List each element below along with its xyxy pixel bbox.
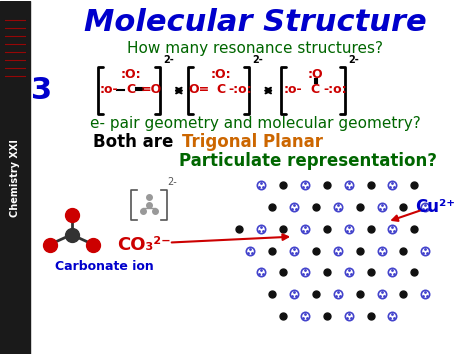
Text: Trigonal Planar: Trigonal Planar xyxy=(182,133,323,151)
Text: :O:: :O: xyxy=(210,68,231,81)
Text: C: C xyxy=(127,83,136,96)
Text: Particulate representation?: Particulate representation? xyxy=(179,152,437,170)
Text: :o-: :o- xyxy=(284,83,302,96)
Text: =O: =O xyxy=(140,83,162,96)
Text: :O:: :O: xyxy=(121,68,141,81)
Text: 2-: 2- xyxy=(167,177,177,187)
Text: C: C xyxy=(216,83,225,96)
Text: 3: 3 xyxy=(31,76,52,105)
Text: :O: :O xyxy=(307,68,323,81)
Text: e- pair geometry and molecular geometry?: e- pair geometry and molecular geometry? xyxy=(90,116,421,131)
Bar xyxy=(0,1,30,354)
Text: Chemistry XXI: Chemistry XXI xyxy=(10,139,20,217)
Text: -:o:: -:o: xyxy=(323,83,346,96)
Text: :o-: :o- xyxy=(100,83,118,96)
Text: 2-: 2- xyxy=(163,55,173,65)
Text: Carbonate ion: Carbonate ion xyxy=(55,260,154,273)
Text: Molecular Structure: Molecular Structure xyxy=(84,9,427,38)
Text: Cu²⁺: Cu²⁺ xyxy=(415,198,455,216)
Text: -:o:: -:o: xyxy=(228,83,252,96)
Text: CO₃²⁻: CO₃²⁻ xyxy=(117,236,171,253)
Text: C: C xyxy=(310,83,319,96)
Text: O=: O= xyxy=(188,83,210,96)
Text: 2-: 2- xyxy=(348,55,359,65)
Text: Both are: Both are xyxy=(93,133,179,151)
Text: How many resonance structures?: How many resonance structures? xyxy=(128,41,383,56)
Text: 2-: 2- xyxy=(252,55,263,65)
